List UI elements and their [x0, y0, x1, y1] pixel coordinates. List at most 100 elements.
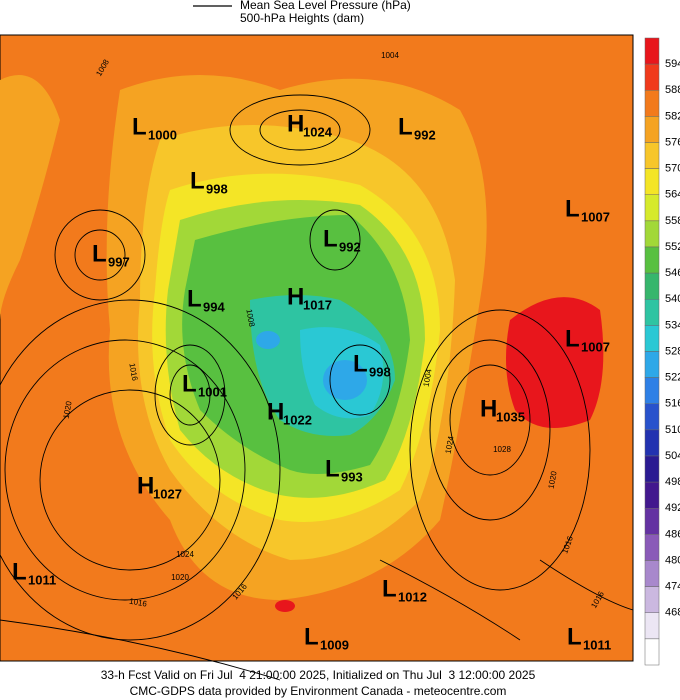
- colorbar-swatch: [644, 351, 660, 378]
- colorbar-swatch: [644, 90, 660, 117]
- colorbar-label: 534: [665, 319, 680, 331]
- colorbar-label: 558: [665, 215, 680, 227]
- center-pressure: 1000: [148, 127, 177, 142]
- center-type: L: [304, 623, 319, 650]
- colorbar-label: 510: [665, 424, 680, 436]
- center-pressure: 1011: [28, 572, 56, 587]
- colorbar-label: 594: [665, 58, 680, 70]
- colorbar-label: 480: [665, 554, 680, 566]
- colorbar: 594 588 582 576 570 564 558 552 546 540 534 528 522 5…: [644, 37, 680, 666]
- contour-label: 1016: [127, 362, 139, 382]
- colorbar-label: 474: [665, 581, 680, 593]
- contour-label: 1004: [422, 368, 434, 388]
- colorbar-label: 564: [665, 189, 680, 201]
- colorbar-swatch: [644, 534, 660, 561]
- map-area: [0, 34, 634, 681]
- colorbar-swatch: [644, 455, 660, 483]
- center-type: L: [382, 575, 397, 602]
- colorbar-label: 546: [665, 267, 680, 279]
- colorbar-label: 486: [665, 528, 680, 540]
- colorbar-label: 552: [665, 241, 680, 253]
- colorbar-label: 498: [665, 476, 680, 488]
- center-type: L: [190, 167, 205, 194]
- colorbar-swatch: [644, 325, 660, 352]
- center-pressure: 1007: [581, 339, 610, 354]
- center-type: H: [287, 283, 304, 310]
- center-pressure: 998: [206, 181, 228, 196]
- center-pressure: 1009: [320, 637, 349, 652]
- center-pressure: 1035: [496, 409, 525, 424]
- legend-line-label: Mean Sea Level Pressure (hPa): [240, 0, 411, 12]
- center-pressure: 1027: [153, 486, 182, 501]
- center-pressure: 1001: [198, 384, 227, 399]
- colorbar-swatch: [644, 272, 660, 300]
- colorbar-swatch: [644, 377, 660, 404]
- center-type: L: [12, 558, 27, 585]
- colorbar-label: 468: [665, 607, 680, 619]
- colorbar-label: 528: [665, 345, 680, 357]
- center-type: L: [92, 240, 107, 267]
- colorbar-swatch: [644, 246, 660, 274]
- center-pressure: 998: [369, 364, 391, 379]
- colorbar-swatch: [644, 142, 660, 169]
- colorbar-swatch: [644, 37, 660, 65]
- colorbar-swatch: [644, 299, 660, 326]
- height-area: [256, 331, 280, 349]
- colorbar-swatch: [644, 429, 660, 457]
- colorbar-swatch: [644, 612, 660, 640]
- colorbar-swatch: [644, 194, 660, 222]
- colorbar-swatch: [644, 403, 660, 431]
- colorbar-swatch: [644, 560, 660, 587]
- colorbar-label: 582: [665, 110, 680, 122]
- center-pressure: 1022: [283, 412, 312, 427]
- contour-label: 1004: [381, 51, 399, 60]
- center-type: H: [267, 398, 284, 425]
- height-area: [323, 360, 367, 400]
- legend-fill-label: 500-hPa Heights (dam): [240, 11, 364, 25]
- contour-label: 1024: [176, 550, 194, 559]
- isobars: [0, 94, 634, 681]
- colorbar-swatch: [644, 168, 660, 195]
- center-type: L: [182, 370, 197, 397]
- colorbar-swatch: [644, 63, 660, 91]
- colorbar-label: 516: [665, 398, 680, 410]
- center-type: L: [323, 225, 338, 252]
- contour-label: 1020: [547, 470, 559, 490]
- center-type: L: [353, 350, 368, 377]
- height-area: [506, 297, 604, 428]
- colorbar-label: 522: [665, 372, 680, 384]
- contour-label: 1020: [62, 400, 74, 420]
- center-pressure: 993: [341, 469, 363, 484]
- center-type: L: [132, 113, 147, 140]
- center-type: H: [480, 395, 497, 422]
- footer-line: CMC-GDPS data provided by Environment Ca…: [130, 684, 507, 698]
- colorbar-swatch: [644, 638, 660, 666]
- contour-label: 1020: [171, 573, 189, 582]
- center-pressure: 992: [339, 239, 361, 254]
- height-area: [275, 600, 295, 612]
- center-type: L: [187, 285, 202, 312]
- colorbar-label: 588: [665, 84, 680, 96]
- center-type: H: [137, 472, 154, 499]
- center-type: L: [565, 325, 580, 352]
- footer-line: 33-h Fcst Valid on Fri Jul 4 21:00:00 20…: [101, 668, 536, 682]
- center-type: L: [398, 113, 413, 140]
- center-pressure: 1024: [303, 124, 333, 139]
- center-type: H: [287, 110, 304, 137]
- colorbar-label: 576: [665, 136, 680, 148]
- colorbar-label: 540: [665, 293, 680, 305]
- center-pressure: 1017: [303, 297, 332, 312]
- center-type: L: [325, 455, 340, 482]
- contour-label: 1008: [244, 308, 256, 328]
- colorbar-swatch: [644, 220, 660, 248]
- center-pressure: 997: [108, 254, 130, 269]
- colorbar-swatch: [644, 116, 660, 143]
- center-type: L: [565, 195, 580, 222]
- colorbar-swatch: [644, 481, 660, 509]
- center-pressure: 992: [414, 127, 436, 142]
- center-pressure: 1012: [398, 589, 427, 604]
- colorbar-label: 492: [665, 502, 680, 514]
